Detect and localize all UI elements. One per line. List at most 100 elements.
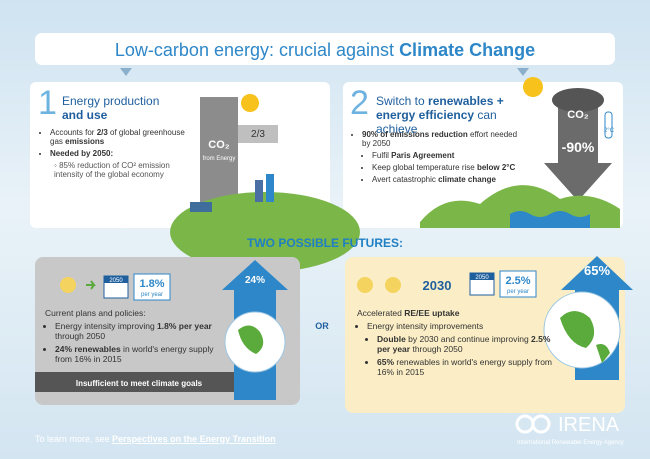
bullet: Avert catastrophic climate change — [372, 175, 522, 184]
footer: To learn more, see Perspectives on the E… — [35, 434, 276, 444]
text-segment: Energy production — [62, 94, 160, 108]
bold-segment: emissions — [65, 137, 105, 146]
bullet-list: Energy intensity improvements — [357, 321, 557, 331]
future-heading: Accelerated RE/EE uptake — [357, 308, 557, 318]
future1-box — [35, 257, 300, 405]
rate: 1.8% — [139, 278, 164, 290]
co2-label: CO₂ — [567, 109, 589, 121]
logo-ring — [515, 414, 535, 434]
rate-box — [499, 270, 537, 298]
sub-bullet: ◦ 85% reduction of CO² emission intensit… — [54, 161, 170, 179]
calendar-label: 2050 — [475, 275, 489, 281]
text-segment: through 2050 — [410, 344, 463, 354]
calendar-top — [470, 273, 494, 280]
panel-bullets: 90% of emissions reduction effort needed… — [352, 130, 522, 187]
title: Low-carbon energy: crucial against Clima… — [35, 40, 615, 61]
panel-title: Switch to renewables + energy efficiency… — [376, 94, 536, 136]
bullet: Keep global temperature rise below 2°C — [372, 163, 522, 172]
arrow-icon — [86, 280, 96, 290]
future1-text: Current plans and policies: Energy inten… — [45, 308, 225, 367]
bold-segment: below 2°C — [476, 163, 516, 172]
future2-text: Accelerated RE/EE uptake Energy intensit… — [357, 308, 557, 380]
water — [510, 211, 590, 228]
bold-segment: renewables + — [428, 94, 504, 108]
bulb — [60, 277, 76, 293]
temperature-label: 2°C — [604, 128, 615, 134]
hill — [170, 192, 360, 272]
text-segment: can achieve — [376, 108, 497, 136]
calendar-label: 2050 — [109, 278, 123, 284]
verdict: Insufficient to meet climate goals — [76, 379, 203, 388]
bullet: 24% renewables in world's energy supply … — [55, 344, 225, 364]
globe-land — [238, 325, 264, 354]
separator: OR — [315, 321, 329, 331]
bold-segment: 2/3 — [96, 128, 108, 137]
footer-link[interactable]: Perspectives on the Energy Transition — [112, 434, 276, 444]
co2-label: CO₂ — [208, 139, 230, 151]
arrow-label: 24% — [245, 275, 265, 286]
rate-unit: per year — [507, 289, 529, 295]
share-label: 2/3 — [251, 129, 265, 140]
bold-segment: 2.5% per year — [377, 334, 551, 354]
futures-title: TWO POSSIBLE FUTURES: — [247, 236, 403, 250]
title-pointers — [120, 68, 529, 76]
text-segment: Low-carbon energy: crucial against — [114, 40, 400, 60]
bullet: Energy intensity improving 1.8% per year… — [55, 321, 225, 341]
text-segment: in world's energy supply from 16% in 201… — [55, 344, 214, 364]
panel-bullets: Accounts for 2/3 of global greenhouse ga… — [40, 128, 190, 179]
bold-segment: 90% of emissions reduction — [362, 130, 468, 139]
bold-segment: 24% renewables — [55, 344, 121, 354]
bold-segment: climate change — [438, 175, 496, 184]
bold-segment: 1.8% per year — [157, 321, 212, 331]
text-segment: through 2050 — [55, 331, 106, 341]
logo-text: IRENA — [558, 414, 620, 436]
share-band — [238, 125, 278, 143]
logo-ring — [531, 414, 551, 434]
bullet-list: Accounts for 2/3 of global greenhouse ga… — [40, 128, 190, 158]
year: 2030 — [423, 278, 452, 293]
logo-subtext: International Renewable Energy Agency — [517, 440, 624, 446]
text-segment: Keep global temperature rise — [372, 163, 477, 172]
rate-unit: per year — [141, 292, 163, 298]
sun — [241, 94, 259, 112]
factory — [255, 180, 263, 202]
factory — [266, 174, 274, 202]
bold-segment: Climate Change — [399, 40, 536, 60]
sub-bullet-list: Double by 2030 and continue improving 2.… — [357, 334, 557, 377]
bullet: Energy intensity improvements — [367, 321, 557, 331]
bullet-list: 90% of emissions reduction effort needed… — [352, 130, 522, 148]
co2-arrow — [544, 98, 612, 201]
reduction-label: -90% — [562, 139, 595, 155]
arrow-label: 65% — [584, 263, 610, 278]
bullet: 65% renewables in world's energy supply … — [377, 357, 557, 377]
rate-box — [133, 273, 171, 301]
text-segment: Switch to — [376, 94, 429, 108]
bulb — [357, 277, 373, 293]
truck — [190, 202, 212, 212]
bold-segment: 65% — [377, 357, 395, 367]
sub-bullet-text: 85% reduction of CO² emission intensity … — [54, 161, 170, 179]
text-segment: Avert catastrophic — [372, 175, 439, 184]
bold-segment: Double — [377, 334, 406, 344]
text-segment: Energy intensity improvements — [367, 321, 484, 331]
calendar-top — [104, 276, 128, 283]
bullet: Accounts for 2/3 of global greenhouse ga… — [50, 128, 190, 146]
future2-box — [345, 257, 625, 413]
title-box — [35, 33, 615, 65]
chimney — [200, 97, 238, 205]
bullet: Double by 2030 and continue improving 2.… — [377, 334, 557, 354]
globe-land — [560, 311, 610, 363]
bold-segment: Paris Agreement — [391, 151, 455, 160]
future-heading: Current plans and policies: — [45, 308, 146, 318]
verdict-arrow — [35, 372, 249, 392]
bullet: 90% of emissions reduction effort needed… — [362, 130, 522, 148]
panel2-box — [343, 82, 623, 228]
bullet-list: Energy intensity improving 1.8% per year… — [45, 321, 225, 364]
panel-number: 1 — [38, 84, 57, 122]
text-segment: Fulfil — [372, 151, 392, 160]
text-segment: Accelerated — [357, 308, 405, 318]
text-segment: of global greenhouse gas — [50, 128, 185, 146]
text-segment: Accounts for — [50, 128, 97, 137]
